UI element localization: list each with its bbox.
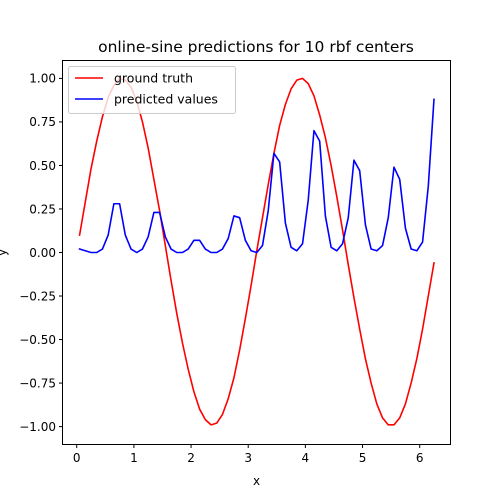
- y-tick-label: −1.00: [19, 420, 56, 434]
- axes-frame: [62, 60, 451, 445]
- series-line-predicted-values: [78, 98, 435, 254]
- x-tick-label: 3: [244, 451, 252, 465]
- y-tick-label: 0.75: [29, 115, 56, 129]
- x-tick-label: 1: [130, 451, 138, 465]
- chart-title: online-sine predictions for 10 rbf cente…: [98, 38, 414, 56]
- y-tick-label: 0.25: [29, 202, 56, 216]
- x-tick-label: 0: [73, 451, 81, 465]
- x-axis-label: x: [253, 474, 260, 488]
- legend-box: [68, 66, 236, 114]
- y-tick-label: −0.50: [19, 333, 56, 347]
- x-tick-label: 4: [302, 451, 310, 465]
- x-tick-label: 5: [359, 451, 367, 465]
- y-tick-label: −0.75: [19, 376, 56, 390]
- legend-label-predicted-values: predicted values: [114, 92, 218, 107]
- y-tick-label: 0.00: [29, 246, 56, 260]
- legend-label-ground-truth: ground truth: [114, 71, 193, 86]
- y-tick-label: 0.50: [29, 159, 56, 173]
- y-axis-ticks: −1.00 −0.75 −0.50 −0.25 0.00 0.25 0.50 0.75 1.00: [19, 72, 63, 434]
- y-tick-label: 1.00: [29, 72, 56, 86]
- x-tick-label: 6: [416, 451, 424, 465]
- x-tick-label: 2: [187, 451, 195, 465]
- legend: ground truth predicted values: [68, 66, 236, 114]
- y-axis-label: y: [0, 249, 9, 256]
- y-tick-label: −0.25: [19, 289, 56, 303]
